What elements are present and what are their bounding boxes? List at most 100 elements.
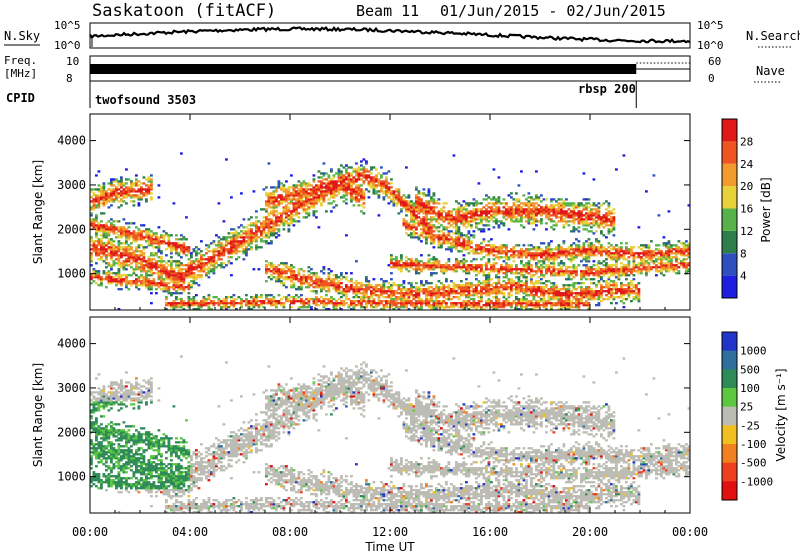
power-cell bbox=[405, 290, 408, 293]
power-cell bbox=[335, 186, 338, 189]
power-cell bbox=[432, 230, 436, 233]
power-cell bbox=[122, 194, 126, 197]
power-cell bbox=[245, 250, 248, 253]
noise-left-tick-top: 10^5 bbox=[54, 19, 81, 32]
power-cell bbox=[370, 186, 373, 189]
power-cell bbox=[462, 264, 466, 267]
power-cell bbox=[272, 196, 276, 199]
power-cell bbox=[492, 266, 496, 269]
power-cell bbox=[287, 202, 291, 205]
power-cell bbox=[187, 264, 191, 267]
freq-tick-top: 10 bbox=[66, 55, 79, 68]
power-cell bbox=[410, 236, 413, 239]
power-cell bbox=[165, 302, 168, 305]
power-cell bbox=[362, 190, 366, 193]
power-cell bbox=[382, 296, 386, 299]
power-cell bbox=[395, 264, 398, 267]
power-cell bbox=[320, 184, 323, 187]
power-cell bbox=[352, 308, 356, 311]
power-cell bbox=[455, 248, 458, 251]
power-cell bbox=[445, 290, 448, 293]
power-cell bbox=[450, 224, 453, 227]
power-cell bbox=[312, 300, 316, 303]
power-cell bbox=[90, 274, 93, 277]
power-cell bbox=[517, 256, 521, 259]
power-cell bbox=[267, 230, 271, 233]
power-cell bbox=[502, 284, 506, 287]
power-cell bbox=[352, 282, 356, 285]
power-cell bbox=[262, 208, 266, 211]
power-cell bbox=[295, 186, 298, 189]
power-cell bbox=[107, 232, 111, 235]
power-cell bbox=[530, 270, 533, 273]
power-cell bbox=[435, 228, 438, 231]
power-cell bbox=[542, 210, 546, 213]
power-cell bbox=[120, 178, 123, 181]
power-cell bbox=[467, 240, 471, 243]
power-cell bbox=[140, 232, 143, 235]
power-cell bbox=[360, 196, 363, 199]
power-cell bbox=[410, 218, 413, 221]
power-cell bbox=[115, 190, 118, 193]
power-cell bbox=[477, 248, 481, 251]
power-cell bbox=[242, 232, 246, 235]
power-cell bbox=[205, 272, 208, 275]
power-cell bbox=[177, 286, 181, 289]
power-cell bbox=[165, 232, 168, 235]
power-cell bbox=[500, 270, 503, 273]
power-cell bbox=[365, 168, 368, 171]
power-cell bbox=[267, 200, 271, 203]
power-cell bbox=[140, 274, 143, 277]
power-cell bbox=[320, 176, 323, 179]
power-cell bbox=[397, 192, 401, 195]
power-cell bbox=[190, 304, 193, 307]
power-cell bbox=[462, 284, 466, 287]
power-cell bbox=[292, 204, 296, 207]
power-cell bbox=[492, 296, 496, 299]
power-cell bbox=[412, 286, 416, 289]
power-cell bbox=[312, 192, 316, 195]
power-cell bbox=[402, 264, 406, 267]
power-cell bbox=[417, 298, 421, 301]
power-cell bbox=[527, 210, 531, 213]
power-cell bbox=[525, 220, 528, 223]
power-cell bbox=[310, 204, 313, 207]
power-cell bbox=[352, 176, 356, 179]
power-cell bbox=[207, 244, 211, 247]
power-cell bbox=[557, 270, 561, 273]
power-cell bbox=[182, 238, 186, 241]
power-cell bbox=[185, 250, 188, 253]
power-cell bbox=[535, 246, 538, 249]
power-cell bbox=[532, 204, 536, 207]
power-cell bbox=[300, 276, 303, 279]
power-cell bbox=[540, 260, 543, 263]
power-cell bbox=[500, 286, 503, 289]
power-cell bbox=[240, 244, 243, 247]
power-cell bbox=[412, 236, 416, 239]
power-cell bbox=[207, 260, 211, 263]
power-cell bbox=[132, 254, 136, 257]
power-cell bbox=[137, 238, 141, 241]
power-cell bbox=[487, 284, 491, 287]
power-cell bbox=[225, 248, 228, 251]
power-cell bbox=[240, 224, 243, 227]
power-cell bbox=[127, 274, 131, 277]
power-cell bbox=[287, 300, 291, 303]
power-cell bbox=[502, 214, 506, 217]
power-cell bbox=[415, 236, 418, 239]
power-cell bbox=[95, 262, 98, 265]
power-cell bbox=[305, 188, 308, 191]
power-cell bbox=[540, 256, 543, 259]
power-cell bbox=[172, 292, 176, 295]
power-cell bbox=[442, 228, 446, 231]
power-cell bbox=[382, 304, 386, 307]
power-cell bbox=[250, 304, 253, 307]
power-cell bbox=[412, 294, 416, 297]
power-cell bbox=[557, 268, 561, 271]
power-cell bbox=[517, 214, 521, 217]
power-cell bbox=[492, 220, 496, 223]
power-cell bbox=[300, 184, 303, 187]
power-cell bbox=[320, 196, 323, 199]
power-cell bbox=[200, 266, 203, 269]
power-cell bbox=[537, 268, 541, 271]
